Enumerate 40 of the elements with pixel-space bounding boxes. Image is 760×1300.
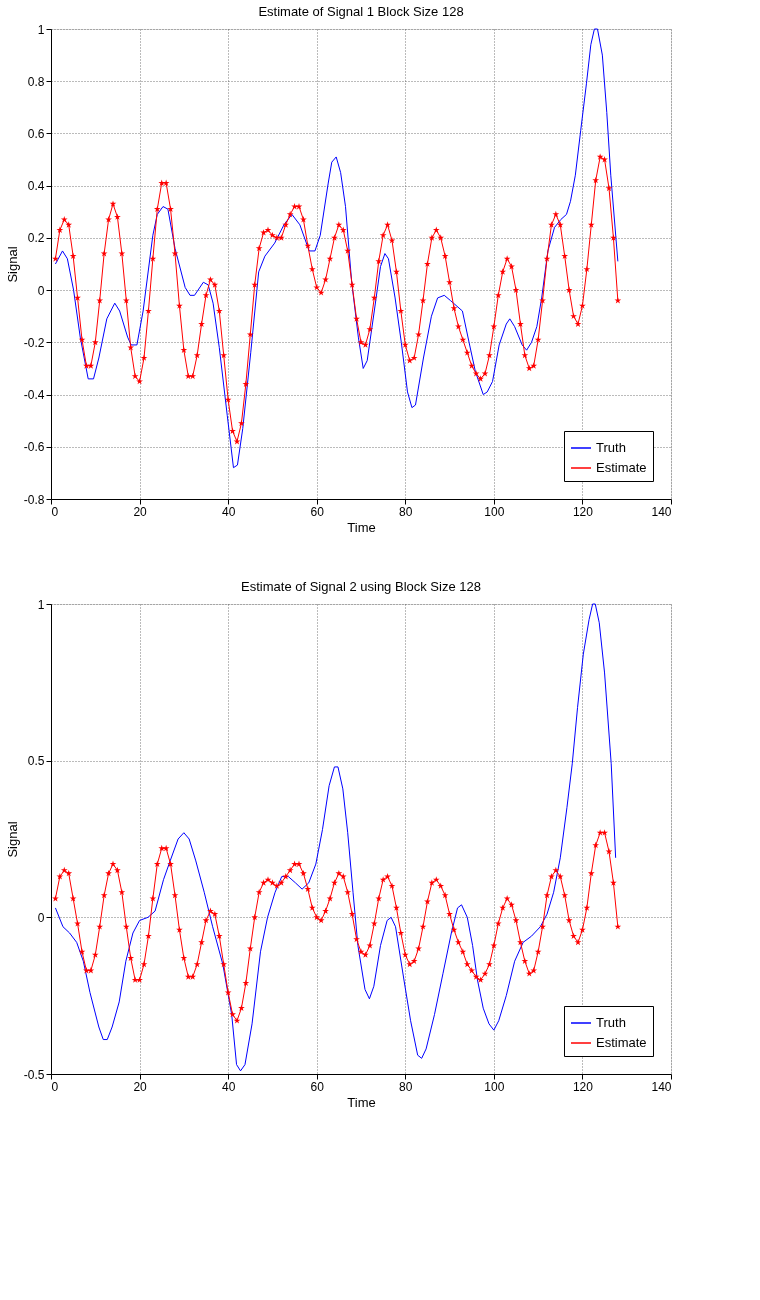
- legend-label: Estimate: [596, 1035, 647, 1050]
- y-tick-label: 0: [37, 910, 45, 925]
- y-axis-title: Signal: [4, 821, 20, 858]
- x-tick-label: 140: [651, 504, 672, 519]
- x-tick-label: 80: [399, 504, 413, 519]
- y-tick-label: 1: [37, 597, 45, 612]
- x-tick-label: 120: [572, 504, 594, 519]
- x-tick-label: 100: [484, 1079, 505, 1094]
- legend-label: Truth: [596, 1015, 626, 1030]
- y-tick-label: -0.2: [23, 335, 45, 350]
- y-tick-label: 0: [37, 283, 45, 298]
- legend-label: Estimate: [596, 460, 647, 475]
- legend-label: Truth: [596, 440, 626, 455]
- chart-title: Estimate of Signal 2 using Block Size 128: [241, 579, 481, 594]
- x-tick-label: 140: [651, 1079, 672, 1094]
- x-tick-label: 80: [399, 1079, 413, 1094]
- chart-title: Estimate of Signal 1 Block Size 128: [258, 4, 464, 19]
- x-axis-title: Time: [347, 1094, 376, 1110]
- x-tick-label: 0: [51, 1079, 59, 1094]
- x-tick-label: 0: [51, 504, 59, 519]
- x-tick-label: 60: [310, 504, 325, 519]
- x-tick-label: 40: [221, 1079, 236, 1094]
- x-axis-title: Time: [347, 519, 376, 535]
- y-tick-label: 1: [37, 22, 45, 37]
- y-tick-label: 0.4: [27, 179, 45, 194]
- y-tick-label: 0.8: [27, 74, 45, 89]
- y-tick-label: 0.2: [27, 231, 45, 246]
- x-tick-label: 20: [133, 1079, 148, 1094]
- x-tick-label: 120: [572, 1079, 594, 1094]
- x-tick-label: 20: [133, 504, 148, 519]
- y-tick-label: -0.4: [23, 388, 45, 403]
- x-tick-label: 60: [310, 1079, 325, 1094]
- y-tick-label: 0.6: [27, 126, 45, 141]
- y-tick-label: -0.6: [23, 440, 45, 455]
- y-axis-title: Signal: [4, 246, 20, 283]
- y-tick-label: -0.8: [23, 492, 45, 507]
- y-tick-label: -0.5: [23, 1067, 45, 1082]
- y-tick-label: 0.5: [27, 754, 45, 769]
- x-tick-label: 100: [484, 504, 505, 519]
- x-tick-label: 40: [221, 504, 236, 519]
